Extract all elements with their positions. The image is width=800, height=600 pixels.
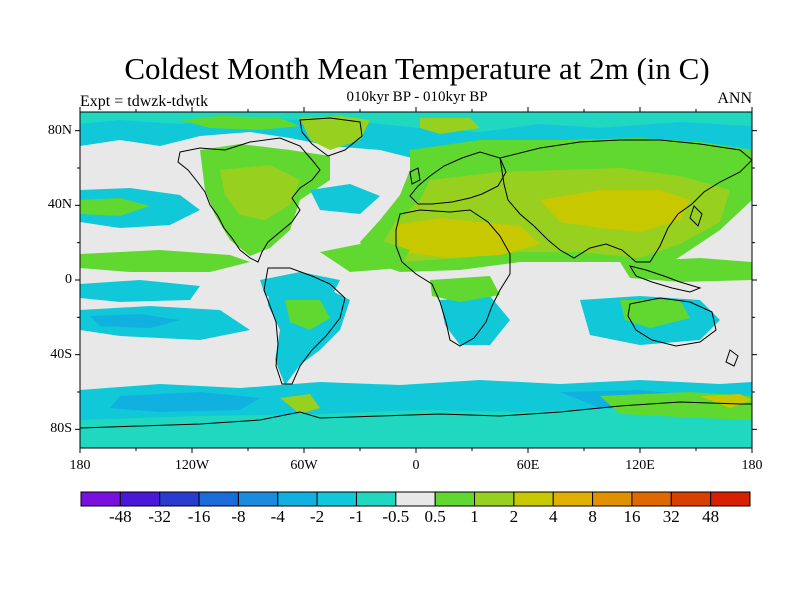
antarctic-peninsula-field-lime	[280, 394, 320, 414]
colorbar-tick-label: 2	[509, 507, 519, 526]
colorbar-swatch	[670, 491, 712, 507]
colorbar-swatch	[710, 491, 751, 507]
antarctica-field-teal	[80, 408, 752, 448]
map-subtitle: 010kyr BP - 010kyr BP	[346, 89, 488, 105]
north-pacific-field-green	[80, 198, 150, 216]
colorbar-swatch	[355, 491, 397, 507]
colorbar-swatch	[434, 491, 476, 507]
axis-tickmarks	[75, 107, 757, 453]
australia-field-green	[620, 300, 690, 328]
coast-europe	[409, 151, 507, 205]
antarctica-east-field-olive	[700, 394, 752, 408]
colorbar-tick-label: 16	[623, 507, 641, 526]
colorbar-tick-label: 4	[548, 507, 558, 526]
indian-tropics-field-green	[620, 258, 752, 282]
experiment-label: Expt = tdwzk-tdwtk	[80, 93, 209, 110]
colorbar-swatch	[119, 491, 161, 507]
colorbar-swatch	[474, 491, 515, 507]
central-africa-field-green	[430, 276, 500, 302]
season-label: ANN	[717, 90, 752, 107]
colorbar-swatch	[277, 491, 318, 507]
map-field	[80, 112, 752, 448]
coast-north-america	[177, 137, 321, 263]
lon-tick-label: 60E	[516, 458, 540, 473]
colorbar-swatch	[316, 491, 357, 507]
lat-tick-label: 80N	[47, 122, 72, 138]
coast-uk	[409, 167, 421, 185]
coast-africa	[395, 209, 511, 347]
coastlines	[80, 117, 752, 429]
colorbar-swatch	[395, 491, 436, 507]
lon-tick-label: 180	[69, 458, 91, 473]
colorbar-swatch	[592, 491, 633, 507]
lon-tick-label: 0	[412, 458, 420, 473]
coast-asia	[499, 139, 752, 263]
lat-tick-label: 40S	[50, 346, 72, 362]
colorbar-swatch	[513, 491, 554, 507]
colorbar-tick-label: 1	[470, 507, 479, 526]
colorbar-tick-label: 32	[662, 507, 680, 526]
colorbar-swatch	[631, 491, 672, 507]
south-pacific-field-light-blue	[90, 314, 180, 328]
asia-field-olive	[540, 190, 690, 232]
southern-ocean-field-light-blue	[110, 392, 260, 412]
coast-south-america	[263, 267, 346, 385]
lon-tick-label: 120E	[625, 458, 655, 473]
colorbar-tick-label: -48	[109, 507, 132, 526]
lon-tick-label: 180	[741, 458, 763, 473]
colorbar-tick-label: 48	[702, 507, 720, 526]
colorbar-tick-label: -1	[349, 507, 364, 526]
lat-tick-label: 40N	[47, 197, 72, 213]
sahara-field-olive	[395, 218, 540, 258]
colorbar-tick-label: -4	[270, 507, 285, 526]
coast-greenland	[299, 117, 363, 157]
colorbar-swatch	[198, 491, 239, 507]
south-africa-field-cyan	[440, 296, 510, 345]
colorbar-tick-label: -16	[187, 507, 211, 526]
barents-field-lime	[420, 118, 480, 134]
colorbar-tick-label: -2	[310, 507, 325, 526]
north-america-field-lime	[220, 165, 300, 220]
coast-new-zealand	[725, 349, 739, 367]
atlantic-tropics-field-green	[320, 240, 410, 272]
arctic-field-green	[180, 116, 300, 130]
colorbar-swatch	[159, 491, 200, 507]
colorbar-tick-label: 8	[588, 507, 597, 526]
colorbar-swatch	[552, 491, 594, 507]
lat-tick-label: 0	[65, 272, 72, 287]
coast-antarctica	[80, 401, 752, 429]
lon-tick-label: 120W	[174, 458, 210, 473]
greenland-field-lime	[300, 116, 370, 150]
colorbar-tick-label: -8	[231, 507, 246, 526]
north-atlantic-field-cyan	[310, 184, 380, 214]
colorbar-swatch	[80, 491, 121, 507]
coast-japan	[689, 205, 703, 227]
lat-tick-label: 80S	[50, 421, 72, 437]
colorbar-tick-label: -0.5	[382, 507, 410, 526]
coast-australia	[627, 297, 717, 347]
colorbar-swatch	[237, 491, 279, 507]
colorbar	[80, 491, 751, 507]
colorbar-tick-label: -32	[148, 507, 172, 526]
central-pacific-field-cyan	[80, 280, 200, 302]
lon-tick-label: 60W	[290, 458, 318, 473]
colorbar-tick-label: 0.5	[424, 507, 446, 526]
coast-indonesia	[628, 265, 702, 293]
south-america-field-green	[285, 300, 330, 330]
pacific-tropics-field-green	[80, 250, 250, 272]
map-title: Coldest Month Mean Temperature at 2m (in…	[124, 51, 710, 86]
